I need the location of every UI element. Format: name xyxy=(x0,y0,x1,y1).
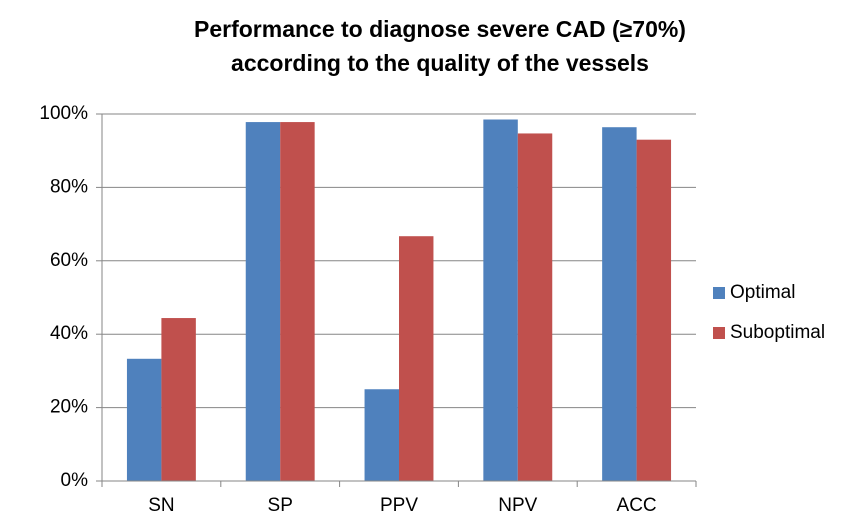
legend-label: Suboptimal xyxy=(730,322,825,343)
bar xyxy=(636,139,672,481)
y-tick-label: 20% xyxy=(50,397,88,418)
legend-label: Optimal xyxy=(730,282,795,303)
bar xyxy=(399,236,434,481)
chart-title: Performance to diagnose severe CAD (≥70%… xyxy=(194,16,686,42)
bar xyxy=(245,122,281,481)
bar xyxy=(602,127,637,481)
bar xyxy=(161,318,196,481)
y-tick-label: 100% xyxy=(39,103,88,124)
bar xyxy=(126,358,162,481)
x-tick-label: PPV xyxy=(380,495,418,516)
legend-swatch xyxy=(713,287,725,299)
bar xyxy=(517,133,553,482)
x-tick-label: ACC xyxy=(617,495,657,516)
y-tick-label: 40% xyxy=(50,323,88,344)
x-tick-label: NPV xyxy=(498,495,537,516)
y-tick-label: 80% xyxy=(50,176,88,197)
y-tick-label: 60% xyxy=(50,250,88,271)
bar xyxy=(483,119,518,481)
bar xyxy=(280,122,315,481)
x-tick-label: SP xyxy=(268,495,293,516)
chart-title: according to the quality of the vessels xyxy=(231,50,649,76)
bar xyxy=(364,389,399,481)
legend-swatch xyxy=(713,327,725,339)
x-tick-label: SN xyxy=(148,495,174,516)
y-tick-label: 0% xyxy=(61,470,89,491)
